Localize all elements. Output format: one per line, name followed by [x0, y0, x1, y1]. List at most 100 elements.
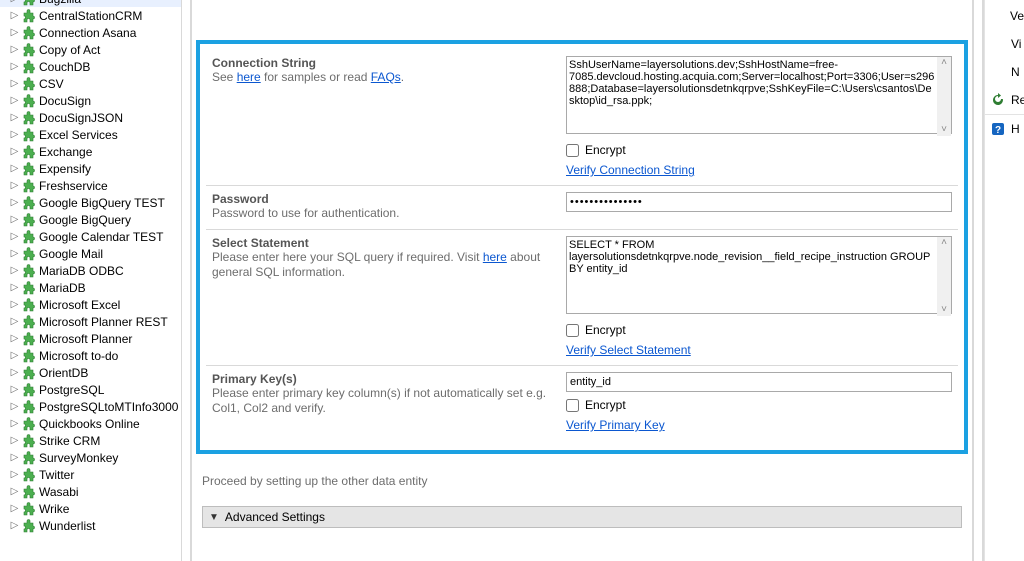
expand-icon[interactable]: ▷ [10, 334, 19, 343]
verify-connection-link[interactable]: Verify Connection String [566, 163, 695, 177]
expand-icon[interactable]: ▷ [10, 11, 19, 20]
tree-item[interactable]: ▷ Google BigQuery TEST [0, 194, 181, 211]
tree-item[interactable]: ▷Google Mail [0, 245, 181, 262]
expand-icon[interactable]: ▷ [10, 79, 19, 88]
select-desc: Please enter here your SQL query if requ… [212, 250, 556, 280]
tree-item[interactable]: ▷Wasabi [0, 483, 181, 500]
primary-key-input[interactable] [566, 372, 952, 392]
expand-icon[interactable]: ▷ [10, 300, 19, 309]
tree-item[interactable]: ▷CentralStationCRM [0, 7, 181, 24]
select-statement-input[interactable]: SELECT * FROM layersolutionsdetnkqrpve.n… [566, 236, 952, 314]
puzzle-icon [21, 263, 37, 279]
tree-item[interactable]: ▷Twitter [0, 466, 181, 483]
expand-icon[interactable]: ▷ [10, 198, 19, 207]
puzzle-icon [21, 8, 37, 24]
select-encrypt-checkbox[interactable] [566, 324, 579, 337]
expand-icon[interactable]: ▷ [10, 96, 19, 105]
tree-item[interactable]: ▷Google Calendar TEST [0, 228, 181, 245]
expand-icon[interactable]: ▷ [10, 504, 19, 513]
expand-icon[interactable]: ▷ [10, 402, 19, 411]
puzzle-icon [21, 144, 37, 160]
expand-icon[interactable]: ▷ [10, 470, 19, 479]
svg-text:?: ? [995, 125, 1001, 136]
tree-item[interactable]: ▷Microsoft Planner [0, 330, 181, 347]
tree-item[interactable]: ▷MariaDB [0, 279, 181, 296]
expand-icon[interactable]: ▷ [10, 0, 19, 3]
tree-item-label: MariaDB ODBC [39, 264, 124, 278]
tree-item[interactable]: ▷Microsoft Planner REST [0, 313, 181, 330]
tree-item[interactable]: ▷Bugzilla [0, 0, 181, 7]
puzzle-icon [21, 467, 37, 483]
scrollbar[interactable]: ˄˅ [937, 57, 951, 136]
expand-icon[interactable]: ▷ [10, 164, 19, 173]
tree-item[interactable]: ▷ Wrike [0, 500, 181, 517]
verify-primary-link[interactable]: Verify Primary Key [566, 418, 665, 432]
tree-item[interactable]: ▷CSV [0, 75, 181, 92]
tree-item-label: Wrike [39, 502, 69, 516]
expand-icon[interactable]: ▷ [10, 317, 19, 326]
verify-select-link[interactable]: Verify Select Statement [566, 343, 691, 357]
tree-item[interactable]: ▷Connection Asana [0, 24, 181, 41]
password-input[interactable] [566, 192, 952, 212]
expand-icon[interactable]: ▷ [10, 487, 19, 496]
right-item-re[interactable]: Re [985, 86, 1024, 114]
tree-item[interactable]: ▷OrientDB [0, 364, 181, 381]
sql-info-link[interactable]: here [483, 250, 507, 264]
primary-encrypt-checkbox[interactable] [566, 399, 579, 412]
right-item-n[interactable]: N [985, 58, 1024, 86]
tree-item-label: Google BigQuery TEST [39, 196, 165, 210]
right-item-ve[interactable]: Ve [985, 2, 1024, 30]
chevron-down-icon: ▼ [209, 512, 219, 523]
tree-item[interactable]: ▷ MariaDB ODBC [0, 262, 181, 279]
tree-item[interactable]: ▷ Expensify [0, 160, 181, 177]
expand-icon[interactable]: ▷ [10, 28, 19, 37]
expand-icon[interactable]: ▷ [10, 266, 19, 275]
tree-item[interactable]: ▷DocuSignJSON [0, 109, 181, 126]
expand-icon[interactable]: ▷ [10, 283, 19, 292]
tree-item[interactable]: ▷PostgreSQLtoMTInfo3000 [0, 398, 181, 415]
tree-item[interactable]: ▷Excel Services [0, 126, 181, 143]
tree-item[interactable]: ▷Freshservice [0, 177, 181, 194]
tree-item[interactable]: ▷Microsoft Excel [0, 296, 181, 313]
tree-item[interactable]: ▷Microsoft to-do [0, 347, 181, 364]
right-item-h[interactable]: ? H [985, 114, 1024, 142]
expand-icon[interactable]: ▷ [10, 62, 19, 71]
expand-icon[interactable]: ▷ [10, 249, 19, 258]
samples-link[interactable]: here [237, 70, 261, 84]
tree-item[interactable]: ▷SurveyMonkey [0, 449, 181, 466]
expand-icon[interactable]: ▷ [10, 385, 19, 394]
expand-icon[interactable]: ▷ [10, 419, 19, 428]
advanced-settings-header[interactable]: ▼ Advanced Settings [202, 506, 962, 528]
expand-icon[interactable]: ▷ [10, 351, 19, 360]
right-item-vi[interactable]: Vi [985, 30, 1024, 58]
tree-item[interactable]: ▷ Strike CRM [0, 432, 181, 449]
expand-icon[interactable]: ▷ [10, 436, 19, 445]
scrollbar[interactable]: ˄˅ [937, 237, 951, 316]
expand-icon[interactable]: ▷ [10, 232, 19, 241]
tree-item-label: Strike CRM [39, 434, 100, 448]
tree-item[interactable]: ▷Wunderlist [0, 517, 181, 534]
tree-item[interactable]: ▷Quickbooks Online [0, 415, 181, 432]
expand-icon[interactable]: ▷ [10, 453, 19, 462]
expand-icon[interactable]: ▷ [10, 130, 19, 139]
expand-icon[interactable]: ▷ [10, 521, 19, 530]
connection-string-input[interactable]: SshUserName=layersolutions.dev;SshHostNa… [566, 56, 952, 134]
tree-item[interactable]: ▷Copy of Act [0, 41, 181, 58]
tree-item[interactable]: ▷Exchange [0, 143, 181, 160]
expand-icon[interactable]: ▷ [10, 368, 19, 377]
tree-item[interactable]: ▷Google BigQuery [0, 211, 181, 228]
expand-icon[interactable]: ▷ [10, 147, 19, 156]
tree-item[interactable]: ▷DocuSign [0, 92, 181, 109]
tree-item[interactable]: ▷CouchDB [0, 58, 181, 75]
expand-icon[interactable]: ▷ [10, 45, 19, 54]
expand-icon[interactable]: ▷ [10, 113, 19, 122]
connection-encrypt-label: Encrypt [585, 143, 626, 157]
connection-encrypt-checkbox[interactable] [566, 144, 579, 157]
tree-panel: ▷Bugzilla▷CentralStationCRM▷Connection A… [0, 0, 182, 561]
expand-icon[interactable]: ▷ [10, 181, 19, 190]
expand-icon[interactable]: ▷ [10, 215, 19, 224]
refresh-icon [991, 93, 1005, 107]
faqs-link[interactable]: FAQs [371, 70, 401, 84]
tree-item[interactable]: ▷PostgreSQL [0, 381, 181, 398]
tree-item-label: Expensify [39, 162, 91, 176]
